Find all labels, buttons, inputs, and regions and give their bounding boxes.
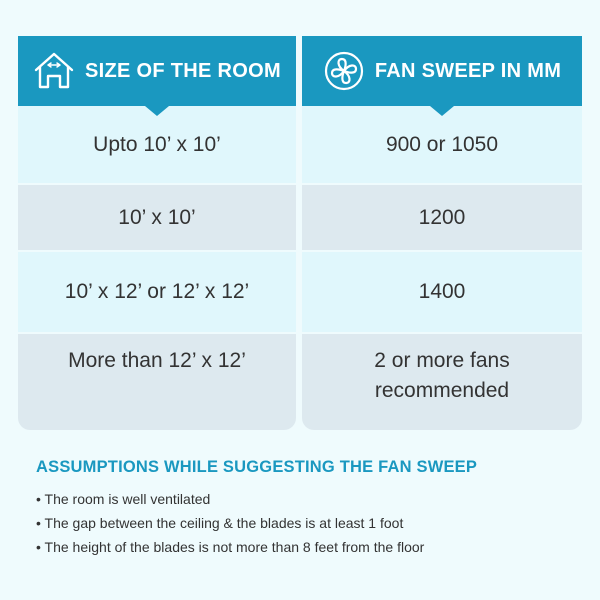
table-row: 2 or more fans recommended [302, 334, 582, 430]
fan-sweep-column: FAN SWEEP IN MM 900 or 1050 1200 1400 2 … [302, 36, 582, 430]
room-size-column: SIZE OF THE ROOM Upto 10’ x 10’ 10’ x 10… [18, 36, 296, 430]
assumption-item: The room is well ventilated [36, 491, 477, 507]
table-row: 1200 [302, 185, 582, 250]
fan-sweep-header: FAN SWEEP IN MM [302, 36, 582, 116]
table-row: 10’ x 10’ [18, 185, 296, 250]
assumptions-section: ASSUMPTIONS WHILE SUGGESTING THE FAN SWE… [36, 458, 477, 563]
header-pointer [430, 106, 454, 116]
assumption-item: The height of the blades is not more tha… [36, 539, 477, 555]
fan-sweep-cell: 1200 [418, 205, 466, 229]
house-icon [34, 52, 74, 89]
fan-icon [324, 51, 363, 91]
assumption-item: The gap between the ceiling & the blades… [36, 515, 477, 531]
room-size-header: SIZE OF THE ROOM [18, 36, 296, 116]
room-size-cell: 10’ x 10’ [118, 205, 196, 229]
fan-sweep-cell: 2 or more fans recommended [374, 349, 510, 402]
room-size-cell: More than 12’ x 12’ [68, 349, 246, 372]
header-pointer [145, 106, 169, 116]
table-row: More than 12’ x 12’ [18, 334, 296, 430]
table-row: Upto 10’ x 10’ [18, 106, 296, 183]
room-size-cell: Upto 10’ x 10’ [93, 132, 221, 156]
fan-sweep-cell: 1400 [418, 280, 466, 303]
table-row: 10’ x 12’ or 12’ x 12’ [18, 252, 296, 332]
assumptions-title: ASSUMPTIONS WHILE SUGGESTING THE FAN SWE… [36, 458, 478, 476]
room-size-title: SIZE OF THE ROOM [85, 59, 281, 82]
fan-sweep-title: FAN SWEEP IN MM [374, 59, 562, 82]
fan-sweep-cell: 900 or 1050 [385, 132, 499, 156]
table-row: 1400 [302, 252, 582, 332]
room-size-cell: 10’ x 12’ or 12’ x 12’ [64, 280, 250, 303]
table-row: 900 or 1050 [302, 106, 582, 183]
